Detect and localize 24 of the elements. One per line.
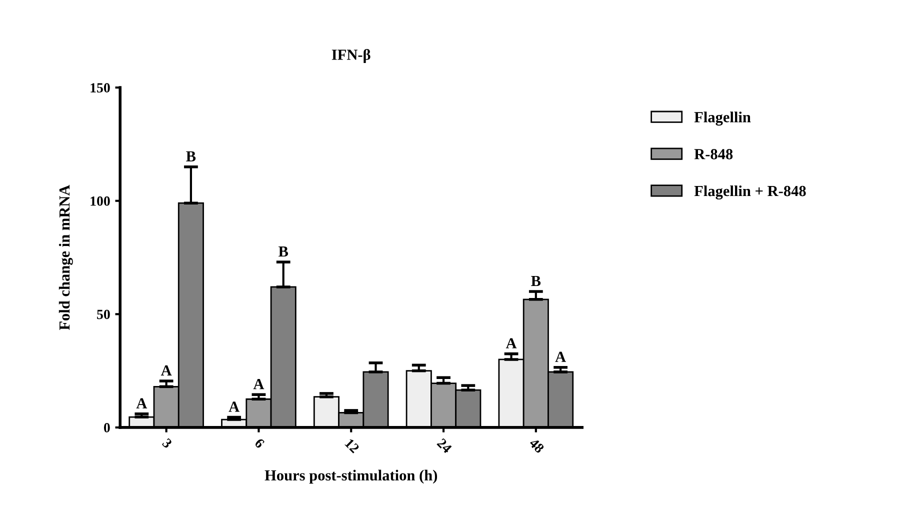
chart-title: IFN-β: [332, 49, 370, 64]
y-tick-label: 0: [104, 423, 110, 432]
data-label: A: [555, 352, 566, 362]
x-tick-label: 24: [436, 438, 452, 454]
x-tick-label: 12: [344, 438, 360, 454]
x-tick-label: 6: [254, 438, 266, 449]
data-label: A: [253, 378, 264, 390]
y-tick-label: 100: [90, 196, 110, 206]
y-tick-label: 150: [90, 83, 110, 93]
data-label: A: [136, 398, 148, 408]
data-label: B: [531, 276, 541, 286]
data-label: A: [160, 365, 172, 376]
y-axis-title: Fold change in mRNA: [58, 184, 73, 330]
data-label: B: [186, 151, 196, 162]
legend-label: Flagellin + R-848: [694, 185, 806, 200]
x-axis-title: Hours post-stimulation (h): [264, 470, 438, 484]
data-label: A: [228, 402, 240, 412]
x-tick-label: 3: [162, 438, 173, 449]
legend-label: Flagellin: [694, 112, 751, 126]
legend-label: R-848: [694, 149, 733, 160]
x-tick-label: 48: [528, 438, 545, 454]
y-tick-label: 50: [97, 310, 110, 320]
data-label: A: [506, 338, 517, 348]
data-label: B: [278, 246, 288, 257]
